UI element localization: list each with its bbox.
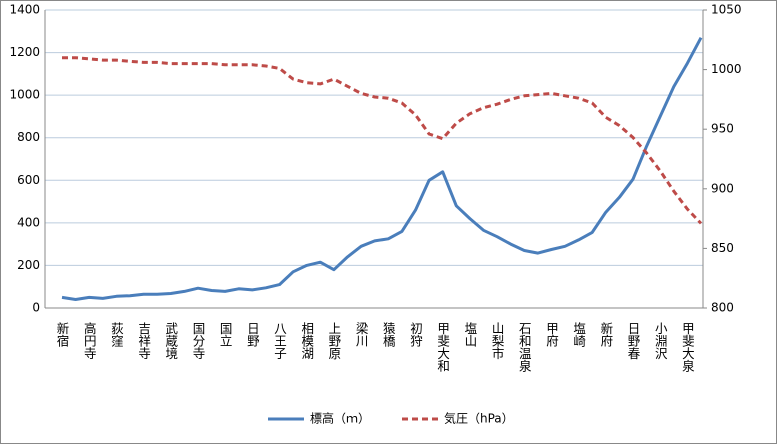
x-tick-label: 八王子 (272, 322, 287, 360)
x-tick-label: 甲府 (544, 322, 559, 347)
legend-label: 気圧（hPa） (444, 411, 514, 426)
y2-tick-label: 950 (711, 122, 734, 136)
x-tick-label: 梁川 (354, 321, 369, 347)
series-line (61, 36, 703, 301)
y2-tick-label: 1050 (711, 3, 742, 17)
y-tick-label: 1000 (9, 88, 40, 102)
x-tick-label: 猿橋 (381, 321, 396, 348)
series-line (62, 56, 703, 225)
x-tick-label: 甲斐大和 (435, 322, 450, 372)
y-tick-label: 600 (17, 173, 40, 187)
y2-tick-label: 1000 (711, 62, 742, 76)
y-tick-label: 800 (17, 130, 40, 144)
x-tick-label: 国分寺 (190, 322, 205, 360)
x-tick-label: 塩崎 (571, 321, 586, 347)
x-tick-label: 上野原 (326, 322, 341, 360)
y2-tick-label: 850 (711, 241, 734, 255)
x-tick-label: 新宿 (55, 321, 70, 347)
x-tick-label: 国立 (218, 322, 233, 347)
x-tick-label: 日野春 (626, 322, 641, 360)
x-tick-label: 相模湖 (299, 322, 314, 360)
x-tick-label: 高円寺 (82, 321, 97, 360)
x-tick-label: 石和温泉 (517, 322, 532, 372)
x-tick-label: 初狩 (408, 322, 423, 347)
x-tick-label: 山梨市 (490, 322, 505, 360)
x-tick-label: 新府 (598, 321, 613, 347)
x-tick-label: 塩山 (462, 321, 477, 347)
x-tick-label: 甲斐大泉 (680, 322, 695, 372)
y-tick-label: 1200 (9, 45, 40, 59)
x-tick-label: 武蔵境 (163, 322, 178, 360)
x-tick-label: 小淵沢 (653, 322, 668, 360)
y-tick-label: 0 (32, 301, 40, 315)
y2-tick-label: 800 (711, 301, 734, 315)
y2-tick-label: 900 (711, 181, 734, 195)
x-tick-label: 荻窪 (109, 322, 124, 348)
legend-label: 標高（ｍ） (310, 411, 370, 426)
y-tick-label: 1400 (9, 3, 40, 17)
y-tick-label: 400 (17, 215, 40, 229)
x-tick-label: 日野 (245, 322, 260, 347)
x-tick-label: 吉祥寺 (136, 322, 151, 360)
y-tick-label: 200 (17, 258, 40, 272)
